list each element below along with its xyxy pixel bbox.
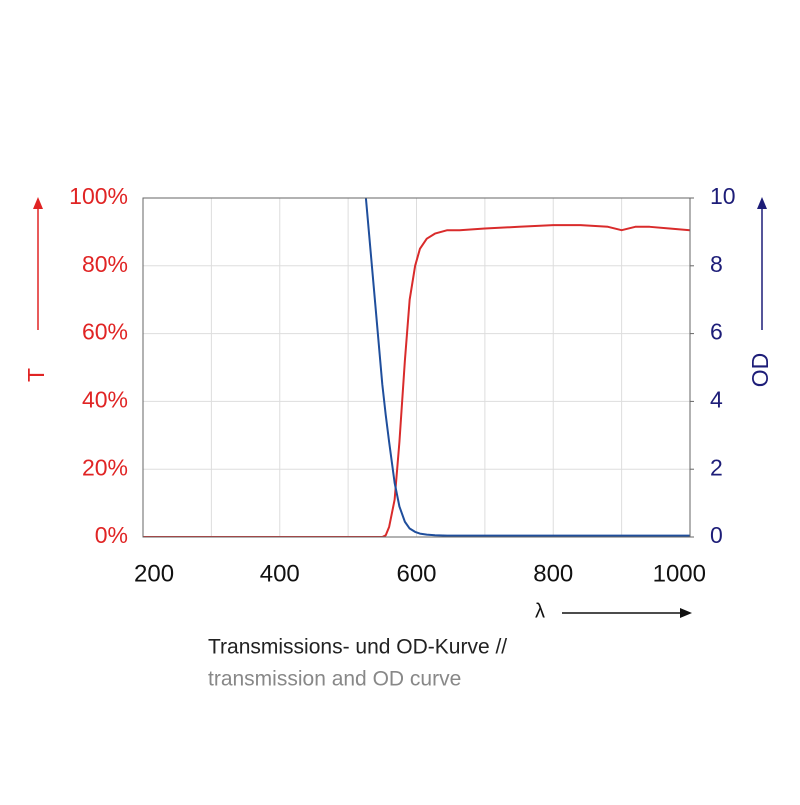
- y-axis-label: T: [23, 368, 49, 382]
- y2-tick-label: 8: [710, 251, 723, 277]
- y2-tick-label: 2: [710, 454, 723, 480]
- y-tick-label: 80%: [82, 251, 128, 277]
- plot-frame: [142, 197, 691, 538]
- y-arrow-head: [33, 197, 43, 209]
- y-tick-label: 0%: [95, 522, 128, 548]
- x-tick-label: 600: [396, 560, 436, 587]
- series-line: [143, 224, 690, 537]
- y2-tick-label: 6: [710, 319, 723, 345]
- x-arrow-head: [680, 608, 692, 618]
- y-tick-label: 40%: [82, 386, 128, 412]
- grid: [142, 197, 691, 538]
- x-tick-label: 1000: [653, 560, 706, 587]
- series-line: [364, 198, 690, 537]
- y2-arrow-head: [757, 197, 767, 209]
- y2-tick-label: 4: [710, 386, 723, 412]
- plot-lines: [143, 198, 690, 537]
- y-tick-label: 100%: [69, 183, 128, 209]
- y-tick-label: 60%: [82, 319, 128, 345]
- y2-axis-label: OD: [747, 353, 773, 388]
- x-tick-label: 200: [134, 560, 174, 587]
- caption-line: Transmissions- und OD-Kurve //: [208, 636, 507, 659]
- x-axis-label: λ: [535, 600, 545, 622]
- y2-tick-label: 0: [710, 522, 723, 548]
- x-tick-label: 400: [260, 560, 300, 587]
- caption-line: transmission and OD curve: [208, 668, 461, 691]
- x-tick-label: 800: [533, 560, 573, 587]
- y2-tick-label: 10: [710, 183, 736, 209]
- y-tick-label: 20%: [82, 454, 128, 480]
